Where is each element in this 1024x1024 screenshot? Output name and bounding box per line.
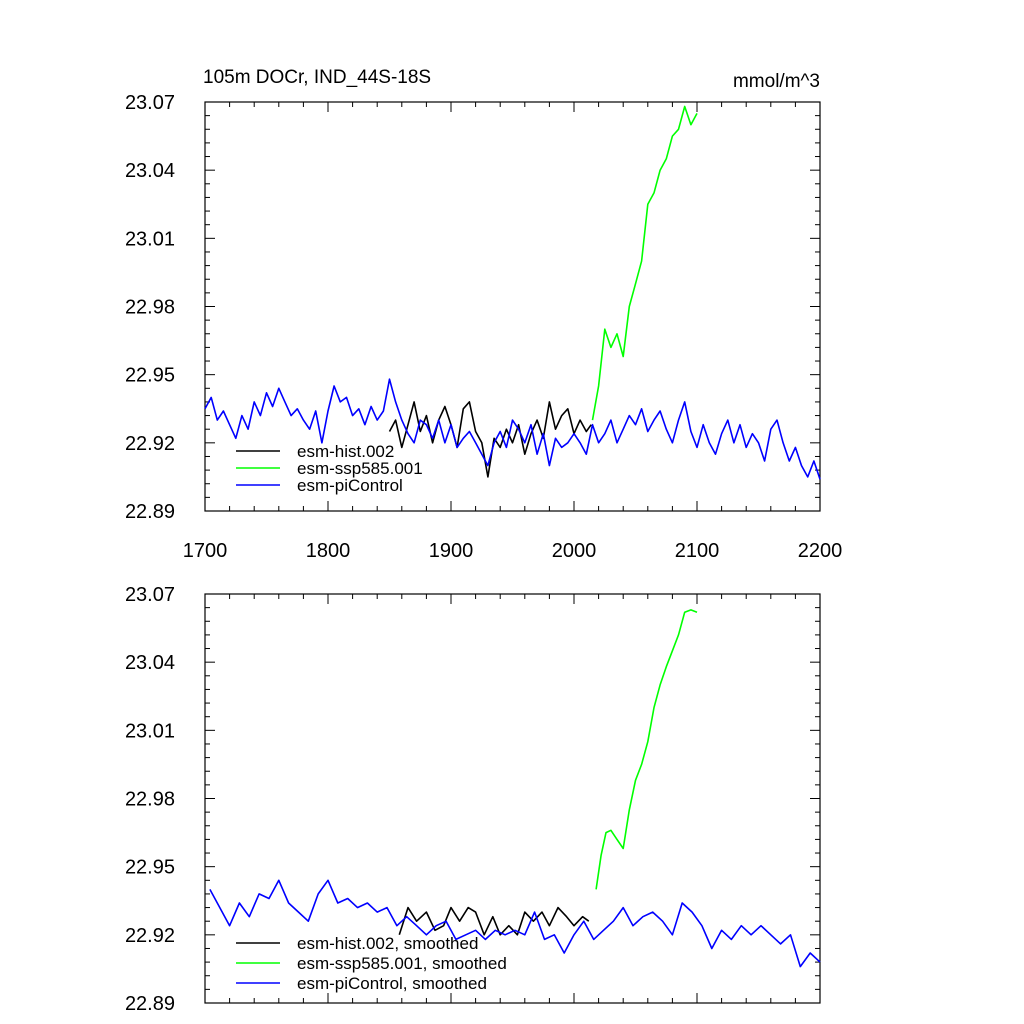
x-tick-label: 2100 [675,540,720,562]
series-line-esm-hist-002 [388,401,592,478]
legend-label: esm-ssp585.001 [297,459,423,478]
y-tick-label: 23.07 [125,92,175,114]
x-tick-label: 2200 [798,540,843,562]
series-line-esm-picontrol-smoothed [209,879,821,968]
y-tick-label: 22.92 [125,433,175,455]
x-tick-label: 1800 [306,540,351,562]
legend-label: esm-hist.002 [297,442,394,461]
y-tick-label: 22.89 [125,993,175,1015]
x-tick-label: 1900 [429,540,474,562]
x-tick-label: 2000 [552,540,597,562]
panel-bottom: 22.89 22.92 22.95 22.98 23.01 23.04 23.07 esm-h… [125,584,821,1015]
y-tick-label: 23.04 [125,160,175,182]
y-tick-label: 22.98 [125,789,175,811]
y-tick-label: 22.95 [125,857,175,879]
y-tick-label: 23.01 [125,228,175,250]
y-tick-label: 23.04 [125,652,175,674]
legend-label: esm-hist.002, smoothed [297,934,478,953]
series-line-esm-picontrol [204,378,821,480]
y-tick-label: 23.07 [125,584,175,606]
y-tick-label: 23.01 [125,720,175,742]
y-tick-label: 22.95 [125,365,175,387]
x-tick-label: 1700 [183,540,228,562]
y-tick-label: 22.92 [125,925,175,947]
legend-label: esm-ssp585.001, smoothed [297,954,507,973]
series-line-esm-ssp585-001 [591,105,698,421]
title-right: mmol/m^3 [733,71,820,92]
y-tick-label: 22.89 [125,501,175,523]
legend-label: esm-piControl, smoothed [297,974,487,993]
y-tick-label: 22.98 [125,297,175,319]
title-left: 105m DOCr, IND_44S-18S [203,67,431,88]
legend-label: esm-piControl [297,476,403,495]
panel-top: 105m DOCr, IND_44S-18S mmol/m^3 22.89 22.… [125,67,842,562]
series-line-esm-ssp585-001-smoothed [595,609,698,890]
